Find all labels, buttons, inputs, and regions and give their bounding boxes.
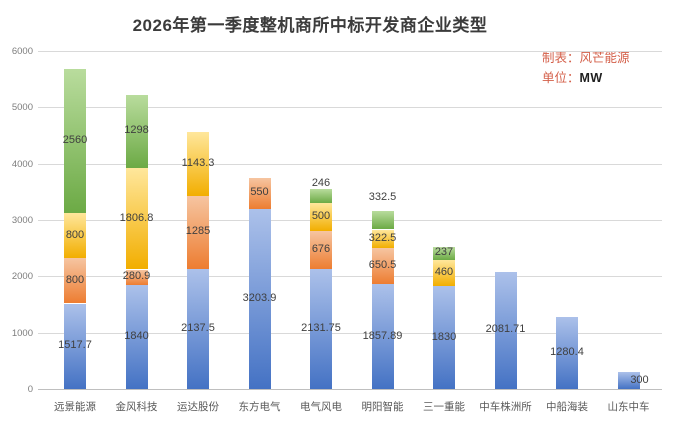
bar-segment-yellow <box>371 229 394 248</box>
y-tick-label: 6000 <box>11 46 33 57</box>
value-label: 1298 <box>124 124 149 137</box>
bar-segment-blue <box>64 303 86 389</box>
gridline <box>38 107 662 109</box>
bar-segment-orange <box>187 196 209 269</box>
chart-title: 2026年第一季度整机商所中标开发商企业类型 <box>132 16 488 35</box>
x-axis-label: 运达股份 <box>177 401 219 413</box>
gridline <box>38 276 662 278</box>
value-label: 800 <box>65 228 85 241</box>
value-label: 2081.71 <box>485 323 526 336</box>
value-label: 650.5 <box>368 259 397 271</box>
x-axis-label: 明阳智能 <box>361 401 404 413</box>
y-tick-label: 1000 <box>11 327 33 339</box>
value-label: 500 <box>311 209 331 222</box>
value-label: 1857.89 <box>362 329 403 342</box>
bar-segment-blue <box>310 268 332 389</box>
value-label: 1830 <box>431 330 457 343</box>
bar-segment-green <box>64 69 86 214</box>
value-label: 3203.9 <box>242 291 277 304</box>
bar-segment-green <box>125 94 148 168</box>
bar-segment-orange <box>310 230 332 269</box>
bar-segment-orange <box>371 247 394 285</box>
gridline <box>38 163 662 165</box>
bar-segment-green <box>433 246 455 260</box>
bar-segment-blue <box>125 285 148 389</box>
bar-segment-blue <box>617 372 640 389</box>
value-label: 550 <box>250 186 269 198</box>
value-label: 1280.4 <box>550 345 584 358</box>
gridline <box>38 220 662 221</box>
annotation-unit-label: 单位： <box>542 70 580 85</box>
value-label: 322.5 <box>368 231 397 244</box>
bar-segment-green <box>371 210 394 230</box>
x-axis-label: 远景能源 <box>54 401 96 413</box>
value-label: 1143.3 <box>181 157 215 169</box>
bar-segment-yellow <box>187 131 209 197</box>
x-axis-label: 东方电气 <box>238 401 281 413</box>
y-tick-label: 0 <box>27 384 33 395</box>
bar-segment-blue <box>371 284 394 389</box>
annotation-credit: 制表：风芒能源 <box>542 51 630 65</box>
gridline <box>38 332 662 334</box>
bar-segment-blue <box>248 208 271 389</box>
y-tick-label: 2000 <box>11 271 33 283</box>
bar-segment-yellow <box>125 167 148 270</box>
x-axis-label: 中船海装 <box>546 401 588 413</box>
gridline <box>38 51 662 52</box>
value-label: 2560 <box>62 134 88 147</box>
y-tick-label: 4000 <box>11 158 33 170</box>
value-label: 1806.8 <box>119 211 154 224</box>
bar-segment-green <box>310 188 332 203</box>
bar-segment-yellow <box>433 260 455 286</box>
bar-segment-orange <box>125 269 148 286</box>
value-label: 280.9 <box>122 270 151 283</box>
annotation-unit-value: MW <box>579 70 603 85</box>
value-label: 1285 <box>185 225 211 238</box>
value-label: 300 <box>630 373 649 386</box>
value-label: 1840 <box>124 330 149 343</box>
x-axis-label: 中车株洲所 <box>479 401 532 413</box>
x-axis-line <box>38 389 662 390</box>
value-label: 460 <box>434 266 454 278</box>
bar-segment-yellow <box>64 213 86 259</box>
value-label: 332.5 <box>368 191 397 204</box>
x-axis-label: 金风科技 <box>115 401 158 413</box>
x-axis-label: 电气风电 <box>300 401 342 413</box>
y-tick-label: 5000 <box>11 102 33 114</box>
value-label: 1517.7 <box>58 339 92 352</box>
bar-segment-yellow <box>310 202 332 231</box>
value-label: 2131.75 <box>301 322 341 334</box>
value-label: 676 <box>311 242 331 255</box>
bar-segment-blue <box>494 271 517 389</box>
bar-segment-blue <box>433 285 455 389</box>
x-axis-label: 山东中车 <box>607 401 650 413</box>
value-label: 800 <box>65 274 85 286</box>
x-axis-label: 三一重能 <box>423 401 465 413</box>
annotation-unit: 单位：MW <box>542 69 630 89</box>
bar-segment-orange <box>248 177 271 209</box>
bar-segment-blue <box>556 316 578 389</box>
value-label: 246 <box>311 176 331 189</box>
y-tick-label: 3000 <box>11 215 33 226</box>
chart-annotation: 制表：风芒能源 单位：MW <box>542 49 630 88</box>
value-label: 2137.5 <box>181 321 215 334</box>
value-label: 237 <box>434 246 454 259</box>
bar-segment-blue <box>187 268 209 389</box>
bar-segment-orange <box>64 258 86 304</box>
